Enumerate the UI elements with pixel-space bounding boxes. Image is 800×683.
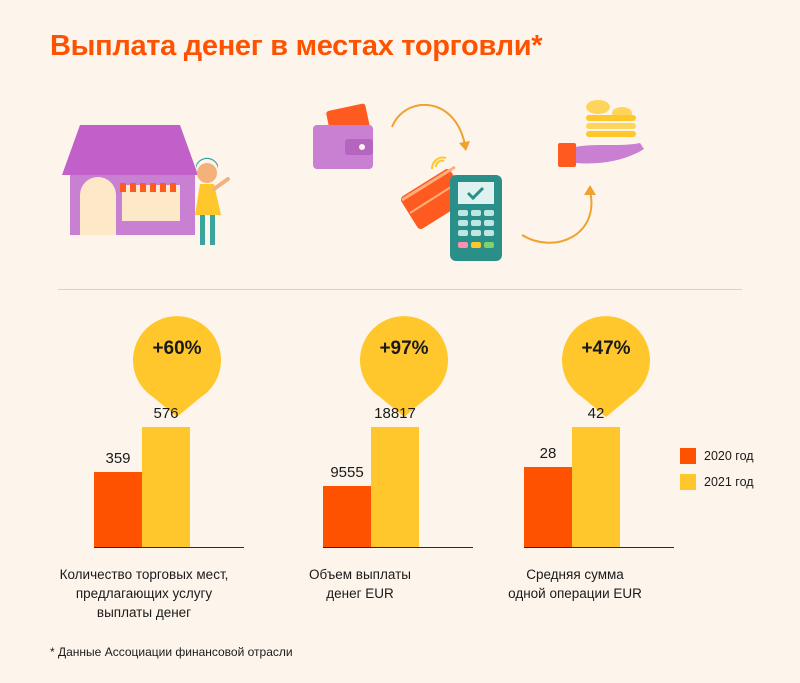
bar-2021 <box>572 427 620 547</box>
bar-value-label: 359 <box>105 450 131 467</box>
seller-icon <box>195 157 230 245</box>
bar-value-label: 9555 <box>330 464 364 481</box>
bar-value-label: 28 <box>539 445 557 462</box>
legend-swatch <box>680 448 696 464</box>
shop-icon <box>62 125 198 235</box>
bar-2021 <box>371 427 419 547</box>
section-divider <box>58 289 742 290</box>
category-label: Средняя сумма одной операции EUR <box>508 567 642 601</box>
terminal-icon <box>430 156 502 261</box>
legend-item-2021: 2021 год <box>680 473 754 491</box>
axis-baseline <box>94 547 244 548</box>
bar-value-label: 18817 <box>374 405 416 422</box>
legend-label: 2020 год <box>704 449 754 463</box>
category-label: Количество торговых мест, предлагающих у… <box>59 567 229 620</box>
bar-value-label: 42 <box>587 405 605 422</box>
axis-baseline <box>524 547 674 548</box>
bar-2020 <box>323 486 371 547</box>
legend-swatch <box>680 474 696 490</box>
page-title: Выплата денег в местах торговли* <box>50 30 543 62</box>
legend-label: 2021 год <box>704 475 754 489</box>
pin-icon <box>360 316 448 417</box>
bar-2020 <box>524 467 572 547</box>
bar-value-label: 576 <box>153 405 179 422</box>
pin-icon <box>562 316 650 417</box>
growth-value: +47% <box>581 338 631 359</box>
axis-baseline <box>323 547 473 548</box>
legend-item-2020: 2020 год <box>680 447 754 465</box>
growth-badge: +60% <box>129 311 225 419</box>
illustration <box>62 100 644 261</box>
growth-badge: +47% <box>558 311 654 419</box>
growth-value: +60% <box>152 338 202 359</box>
bar-2021 <box>142 427 190 547</box>
category-label: Объем выплаты денег EUR <box>309 567 411 601</box>
wallet-icon <box>313 103 373 169</box>
pin-icon <box>133 316 221 417</box>
hand-coins-icon <box>558 100 644 167</box>
arrow-icon <box>391 103 466 146</box>
arrow-icon <box>521 190 593 244</box>
growth-badge: +97% <box>356 311 452 419</box>
legend: 2020 год 2021 год <box>680 447 754 499</box>
bar-2020 <box>94 472 142 547</box>
growth-value: +97% <box>379 338 429 359</box>
footnote: * Данные Ассоциации финансовой отрасли <box>50 645 293 659</box>
